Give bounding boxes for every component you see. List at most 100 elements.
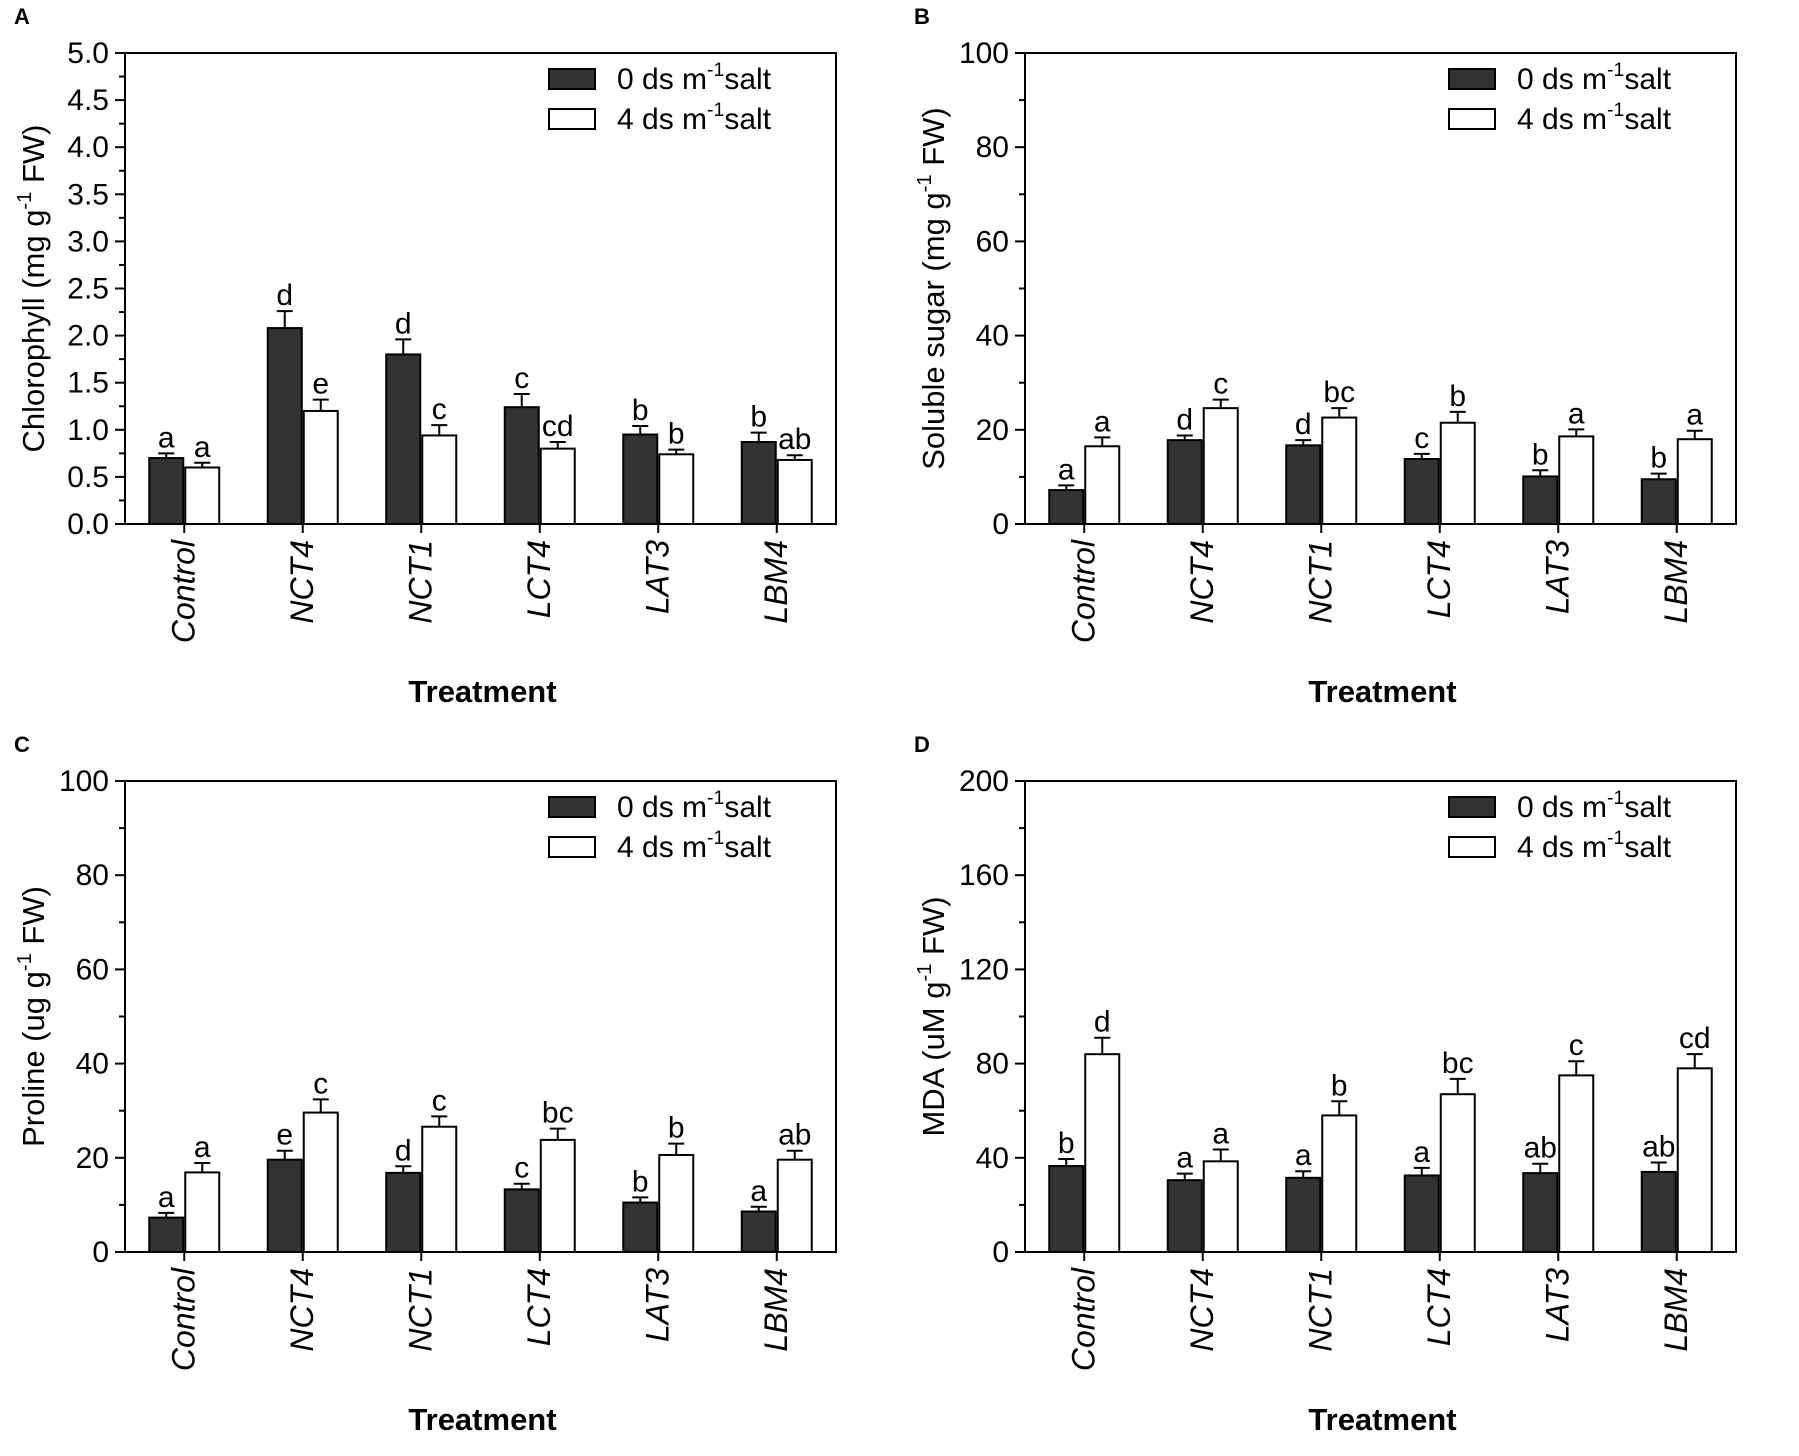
- legend-label-1: 4 ds m-1salt: [617, 827, 772, 864]
- x-category-label: NCT1: [1302, 540, 1338, 624]
- x-category-label: NCT4: [1184, 1268, 1220, 1352]
- y-tick-label: 160: [959, 859, 1009, 892]
- legend-swatch-1: [1448, 836, 1496, 858]
- bar-lbm4-s0: [1640, 1170, 1677, 1253]
- y-tick-label: 0: [92, 1236, 109, 1269]
- legend-label-0-suffix: salt: [724, 63, 771, 96]
- legend-label-0-sup: -1: [707, 787, 724, 809]
- legend-label-0-prefix: 0 ds m: [1517, 63, 1607, 96]
- bar-lat3-s0: [1522, 475, 1559, 525]
- bar-control-s0: [148, 457, 185, 525]
- significance-label: a: [1058, 453, 1075, 486]
- legend-label-0-suffix: salt: [724, 791, 771, 824]
- legend-label-1-suffix: salt: [1624, 831, 1671, 864]
- significance-label: a: [158, 1181, 175, 1214]
- y-tick-label: 0.0: [67, 508, 109, 541]
- significance-label: b: [1532, 438, 1549, 471]
- significance-label: d: [1094, 1006, 1111, 1039]
- x-category-label: NCT4: [284, 540, 320, 624]
- x-axis-title: Treatment: [408, 1402, 556, 1437]
- y-tick-label: 80: [976, 1048, 1009, 1081]
- y-axis-title-suffix: FW): [16, 125, 51, 192]
- significance-label: a: [194, 431, 211, 464]
- y-axis-title-prefix: Chlorophyll (mg g: [16, 210, 51, 453]
- y-tick-label: 20: [76, 1142, 109, 1175]
- x-category-label: NCT4: [1184, 540, 1220, 624]
- legend-label-0-prefix: 0 ds m: [1517, 791, 1607, 824]
- legend-label-1-prefix: 4 ds m: [1517, 103, 1607, 136]
- bar-lbm4-s1: [1676, 438, 1713, 525]
- y-tick-label: 80: [976, 131, 1009, 164]
- y-axis-title-suffix: FW): [916, 107, 951, 174]
- legend-label-0-prefix: 0 ds m: [617, 791, 707, 824]
- bar-control-s0: [148, 1216, 185, 1254]
- panel-c: C 0 20 40 60 80 100 Proline (ug g-1 FW) a a Contro…: [0, 728, 899, 1456]
- bar-nct1-s0: [1285, 444, 1322, 525]
- y-tick-label: 20: [976, 414, 1009, 447]
- legend-label-0-prefix: 0 ds m: [617, 63, 707, 96]
- y-axis-title-suffix: FW): [916, 896, 951, 963]
- significance-label: d: [1295, 408, 1312, 441]
- y-axis-title: MDA (uM g-1 FW): [914, 896, 951, 1136]
- significance-label: ab: [778, 423, 811, 456]
- y-tick-label: 40: [76, 1048, 109, 1081]
- legend-label-0-suffix: salt: [1624, 791, 1671, 824]
- legend-label-0-sup: -1: [707, 59, 724, 81]
- bar-control-s1: [184, 466, 221, 526]
- y-axis-title-prefix: Soluble sugar (mg g: [916, 192, 951, 469]
- x-category-label: LCT4: [521, 540, 557, 618]
- chart-a: A 0.0 0.5 1.0 1.5 2.0 2.5 3.0 3.5 4.0 4.5 5.0 Chloro…: [14, 4, 837, 709]
- significance-label: c: [432, 393, 447, 426]
- bar-nct1-s0: [385, 1171, 422, 1254]
- legend-label-1-prefix: 4 ds m: [1517, 831, 1607, 864]
- bar-control-s1: [1084, 1053, 1121, 1253]
- bar-lct4-s0: [503, 1188, 540, 1253]
- legend-label-0: 0 ds m-1salt: [617, 59, 772, 96]
- bar-control-s0: [1048, 1165, 1085, 1254]
- bar-nct4-s0: [1166, 1179, 1203, 1253]
- x-category-label: LBM4: [758, 540, 794, 624]
- y-tick-label: 100: [59, 765, 109, 798]
- legend-label-0: 0 ds m-1salt: [1517, 787, 1672, 824]
- x-category-label: NCT4: [284, 1268, 320, 1352]
- bar-lat3-s1: [658, 453, 695, 525]
- bar-lbm4-s0: [740, 441, 777, 525]
- x-category-label: NCT1: [1302, 1268, 1338, 1352]
- y-axis-title-sup: -1: [14, 953, 36, 971]
- bar-control-s0: [1048, 489, 1085, 526]
- panel-letter: A: [14, 4, 30, 29]
- significance-label: c: [313, 1067, 328, 1100]
- bar-nct4-s0: [1166, 439, 1203, 525]
- significance-label: ab: [1642, 1131, 1675, 1164]
- x-category-label: NCT1: [402, 540, 438, 624]
- x-category-label: LAT3: [639, 540, 675, 614]
- legend-label-1-suffix: salt: [724, 831, 771, 864]
- y-tick-label: 4.0: [67, 131, 109, 164]
- x-category-label: LCT4: [1421, 540, 1457, 618]
- significance-label: b: [750, 401, 767, 434]
- significance-label: a: [750, 1175, 767, 1208]
- y-tick-label: 40: [976, 1142, 1009, 1175]
- legend-label-0-suffix: salt: [1624, 63, 1671, 96]
- significance-label: bc: [542, 1097, 574, 1130]
- legend-label-0: 0 ds m-1salt: [1517, 59, 1672, 96]
- bar-nct1-s0: [1285, 1176, 1322, 1254]
- bar-lat3-s1: [658, 1153, 695, 1253]
- significance-label: a: [1568, 397, 1585, 430]
- legend-swatch-0: [548, 68, 596, 90]
- plot-frame: [1024, 52, 1737, 525]
- bar-lat3-s1: [1558, 435, 1595, 526]
- bar-lat3-s0: [622, 433, 659, 526]
- legend-label-1-sup: -1: [1607, 827, 1624, 849]
- y-axis-title-suffix: FW): [16, 886, 51, 953]
- significance-label: b: [1650, 442, 1667, 475]
- y-tick-label: 80: [76, 859, 109, 892]
- bar-lbm4-s1: [776, 458, 813, 525]
- plot-frame: [124, 52, 837, 525]
- y-tick-label: 120: [959, 953, 1009, 986]
- bar-nct4-s1: [302, 1111, 339, 1254]
- bar-lct4-s1: [1439, 421, 1476, 525]
